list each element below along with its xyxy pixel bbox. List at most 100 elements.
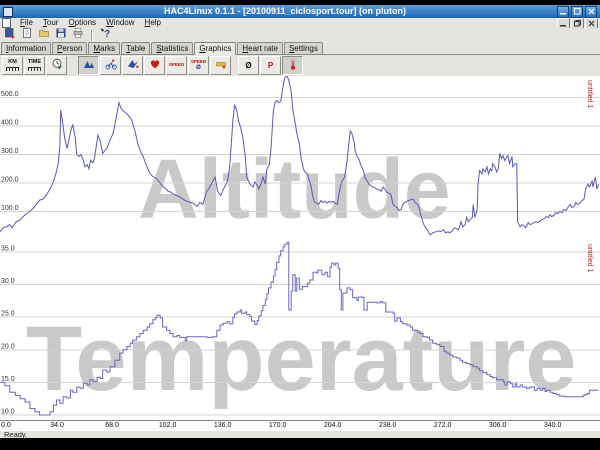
window-titlebar[interactable]: HAC4Linux 0.1.1 - [20100911_ciclosport.t… xyxy=(0,5,600,18)
tab-settings[interactable]: Settings xyxy=(283,42,323,54)
x-tick-label: 102.0 xyxy=(158,422,177,429)
tab-statistics[interactable]: Statistics xyxy=(151,42,194,54)
save-icon xyxy=(55,26,67,44)
menu-options[interactable]: Options xyxy=(68,18,97,27)
mdi-minimize-icon[interactable] xyxy=(557,17,570,29)
altitude-series-label: untitled 1 xyxy=(586,80,593,109)
open-button[interactable] xyxy=(37,29,51,42)
print-button[interactable] xyxy=(71,26,85,44)
heart-rate-graph-button[interactable] xyxy=(144,56,165,75)
power-graph-button[interactable]: P xyxy=(260,56,281,75)
chart-area: Altitude Temperature 500.0 400.0 300.0 200.… xyxy=(0,76,600,420)
menu-file[interactable]: File xyxy=(20,18,33,27)
x-tick-label: 0.0 xyxy=(1,422,11,429)
bird-icon xyxy=(127,57,139,74)
y-tick-label: 500.0 xyxy=(1,91,19,98)
mdi-restore-icon[interactable] xyxy=(571,17,584,29)
mdi-child-icon[interactable] xyxy=(2,18,11,28)
temperature-watermark: Temperature xyxy=(26,308,576,410)
menu-window[interactable]: Window xyxy=(106,18,135,27)
ruler-icon xyxy=(28,66,41,71)
y-tick-label: 30.0 xyxy=(1,278,15,285)
x-tick-label: 340.0 xyxy=(543,422,562,429)
ruler-icon xyxy=(6,66,19,71)
clock-icon xyxy=(51,57,63,74)
x-tick-label: 238.0 xyxy=(378,422,397,429)
gradient-graph-button[interactable] xyxy=(122,56,143,75)
context-help-icon: ? xyxy=(100,26,112,44)
x-tick-label: 204.0 xyxy=(323,422,342,429)
menu-help[interactable]: Help xyxy=(144,18,161,27)
tab-marks[interactable]: Marks xyxy=(88,42,121,54)
y-tick-label: 35.0 xyxy=(1,246,15,253)
button-label: Ø xyxy=(245,60,252,70)
y-tick-label: 10.0 xyxy=(1,409,15,416)
tab-information[interactable]: Information xyxy=(1,42,52,54)
tmp-line xyxy=(0,241,599,416)
data-lines xyxy=(0,76,599,416)
main-toolbar: ? xyxy=(0,28,600,42)
y-tick-label: 20.0 xyxy=(1,343,15,350)
y-tick-label: 200.0 xyxy=(1,177,19,184)
close-icon[interactable] xyxy=(585,5,597,18)
x-tick-label: 170.0 xyxy=(268,422,287,429)
new-button[interactable] xyxy=(20,26,34,44)
save-button[interactable] xyxy=(54,26,68,44)
y-axis-labels: 500.0 400.0 300.0 200.0 100.0 35.0 30.0 25.0 20.… xyxy=(1,91,19,416)
temperature-series-label: untitled 1 xyxy=(586,244,593,273)
maximize-icon[interactable] xyxy=(571,5,583,18)
altitude-graph-button[interactable] xyxy=(78,56,99,75)
heart-icon xyxy=(149,57,161,74)
mountain-icon xyxy=(83,57,95,74)
tab-graphics[interactable]: Graphics xyxy=(194,42,237,55)
cyclist-graph-button[interactable] xyxy=(100,56,121,75)
toolbar-separator xyxy=(91,29,93,41)
import-button[interactable] xyxy=(3,26,17,44)
open-icon xyxy=(38,26,50,44)
tab-table[interactable]: Table xyxy=(121,42,151,54)
time-check-button[interactable] xyxy=(46,56,67,75)
y-tick-label: 100.0 xyxy=(1,205,19,212)
svg-text:?: ? xyxy=(104,29,110,39)
x-tick-label: 306.0 xyxy=(488,422,507,429)
altitude-watermark: Altitude xyxy=(138,142,451,236)
menu-bar: File Tour Options Window Help xyxy=(0,17,600,29)
cadence-graph-button[interactable] xyxy=(210,56,231,75)
y-tick-label: 300.0 xyxy=(1,148,19,155)
speed-graph-button[interactable]: SPEED xyxy=(166,56,187,75)
cyclist-icon xyxy=(105,57,117,74)
minimize-icon[interactable] xyxy=(557,5,569,18)
mdi-window-controls xyxy=(557,17,598,29)
menu-tour[interactable]: Tour xyxy=(42,18,59,27)
alt-line xyxy=(0,76,599,236)
avg-speed-graph-button[interactable]: SPEED Ø xyxy=(188,56,209,75)
average-values-button[interactable]: Ø xyxy=(238,56,259,75)
button-label: SPEED xyxy=(168,62,185,68)
button-sublabel: Ø xyxy=(196,64,201,71)
context-help-button[interactable]: ? xyxy=(99,26,113,44)
print-icon xyxy=(72,26,84,44)
new-icon xyxy=(21,26,33,44)
tab-heart-rate[interactable]: Heart rate xyxy=(237,42,283,54)
time-scale-button[interactable]: TIME xyxy=(24,56,45,75)
window-controls xyxy=(557,5,597,18)
temperature-graph-button[interactable] xyxy=(282,56,303,75)
x-tick-label: 68.0 xyxy=(105,422,119,429)
button-label: SPEED xyxy=(190,59,207,65)
import-icon xyxy=(4,26,16,44)
status-bar: Ready. xyxy=(0,430,600,439)
distance-scale-button[interactable]: KM xyxy=(2,56,23,75)
button-label: TIME xyxy=(27,59,42,66)
mdi-close-icon[interactable] xyxy=(585,17,598,29)
x-tick-label: 136.0 xyxy=(213,422,232,429)
button-label: KM xyxy=(8,59,17,66)
y-tick-label: 15.0 xyxy=(1,376,15,383)
button-label: P xyxy=(267,60,274,70)
thermometer-icon xyxy=(287,57,299,74)
status-text: Ready. xyxy=(4,430,28,439)
y-tick-label: 25.0 xyxy=(1,311,15,318)
tab-person[interactable]: Person xyxy=(52,42,88,54)
charts-svg: Altitude Temperature 500.0 400.0 300.0 200.… xyxy=(0,76,600,416)
x-tick-label: 272.0 xyxy=(433,422,452,429)
temperature-gridlines xyxy=(0,251,600,416)
